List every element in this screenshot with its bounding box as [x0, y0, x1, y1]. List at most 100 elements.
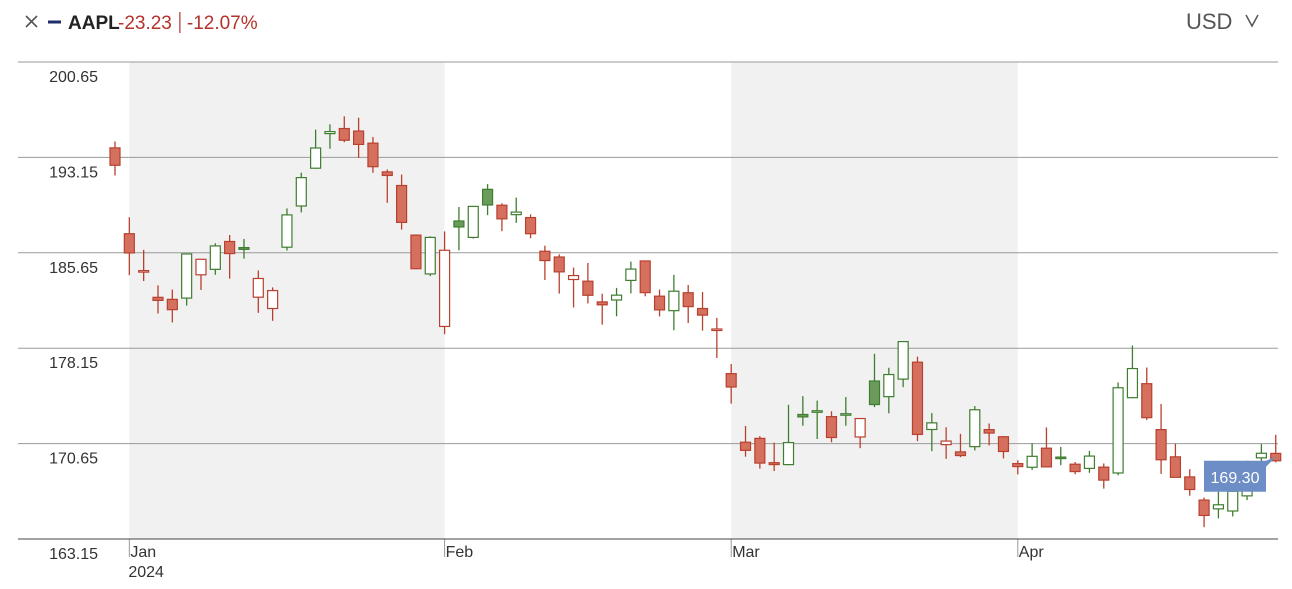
candle-body [954, 451, 967, 457]
close-icon[interactable] [25, 15, 38, 28]
candle-body [897, 340, 909, 380]
candle-body [367, 142, 379, 168]
month-band [731, 62, 1018, 539]
candle-body [1155, 429, 1167, 461]
y-tick-label: 170.65 [49, 451, 98, 468]
candle-body [424, 236, 436, 275]
candle-body [711, 328, 723, 332]
candle-body [1012, 462, 1024, 468]
candle-body [768, 462, 780, 466]
candle-body [166, 298, 178, 311]
candle-body [539, 250, 551, 262]
candle-body [668, 290, 680, 312]
candle-body [453, 220, 465, 228]
month-bands [129, 62, 1018, 539]
candle-body [123, 233, 135, 254]
change: -23.23 [118, 13, 172, 34]
candle-body [524, 216, 537, 235]
currency-chevron[interactable] [1245, 14, 1259, 28]
candle-body [381, 171, 393, 177]
candle-body [969, 409, 981, 448]
candle-body [1169, 456, 1182, 478]
candle-body [811, 410, 823, 413]
candle-body [181, 253, 193, 299]
candle-body [1126, 367, 1139, 399]
candle-body [324, 130, 336, 135]
candle-body [281, 214, 293, 248]
last-price-tag [1204, 456, 1276, 492]
candle-body [1141, 383, 1153, 419]
candle-body [410, 234, 422, 270]
x-tick-label: Jan [130, 544, 156, 561]
y-tick-label: 200.65 [49, 69, 98, 86]
candle-body [1184, 476, 1196, 491]
candle-body [782, 441, 795, 466]
candle-body [625, 268, 637, 282]
candle-body [653, 295, 666, 311]
candle-body [467, 205, 479, 239]
candle-body [840, 413, 852, 416]
last-price-label: 169.30 [1211, 470, 1260, 487]
candle-body [926, 422, 938, 431]
candle-body [1069, 463, 1081, 473]
candle-body [353, 130, 365, 146]
candle-body [911, 361, 924, 436]
candle-body [224, 240, 236, 255]
candle-body [868, 380, 881, 406]
candle-body [310, 147, 322, 169]
candle-body [209, 245, 221, 270]
candle-body [267, 289, 279, 310]
candle-body [940, 440, 952, 446]
candle-body [496, 204, 508, 220]
candle-body [739, 441, 752, 451]
candle-body [1055, 456, 1067, 460]
y-tick-label: 193.15 [49, 164, 98, 181]
candles [109, 116, 1282, 528]
candle-body [1026, 455, 1038, 468]
x-tick-label: Mar [732, 544, 760, 561]
candle-body [238, 246, 250, 250]
candle-body [1270, 452, 1282, 462]
candle-body [438, 249, 451, 328]
candle-body [639, 260, 651, 294]
x-tick-label: Feb [446, 544, 474, 561]
candle-body [1112, 387, 1124, 474]
currency[interactable]: USD [1186, 9, 1232, 34]
candle-body [567, 274, 580, 281]
candle-body [1083, 455, 1096, 470]
candle-body [195, 258, 207, 276]
candle-body [582, 280, 594, 296]
candle-body [481, 188, 494, 206]
candle-body [610, 294, 623, 301]
month-band [129, 62, 445, 539]
labels: Jan Feb Mar Apr 2024 200.65 193.15 185.65 178.15… [49, 69, 1276, 581]
candle-body [883, 373, 895, 398]
candle-body [983, 429, 995, 434]
candle-body [682, 292, 694, 308]
candle-body [252, 277, 264, 298]
candle-body [797, 413, 809, 418]
x-tick-label: Apr [1019, 544, 1045, 561]
candle-body [825, 416, 838, 439]
candle-body [1040, 447, 1053, 468]
change-percent: -12.07% [187, 13, 258, 34]
candle-body [1227, 490, 1239, 512]
candle-body [338, 127, 350, 141]
candle-body [997, 436, 1010, 453]
candle-body [854, 417, 866, 438]
y-tick-label: 185.65 [49, 260, 98, 277]
candle-body [725, 373, 737, 388]
y-tick-label: 163.15 [49, 546, 98, 563]
candle-body [553, 256, 565, 273]
candle-body [696, 307, 709, 316]
candle-body [1212, 504, 1225, 510]
candle-body [596, 301, 608, 306]
candle-body [1255, 452, 1268, 459]
close-icon-stroke [25, 15, 38, 28]
candle-body [396, 184, 408, 223]
candle-body [754, 437, 766, 464]
candle-body [138, 270, 150, 273]
candle-body [510, 211, 522, 216]
